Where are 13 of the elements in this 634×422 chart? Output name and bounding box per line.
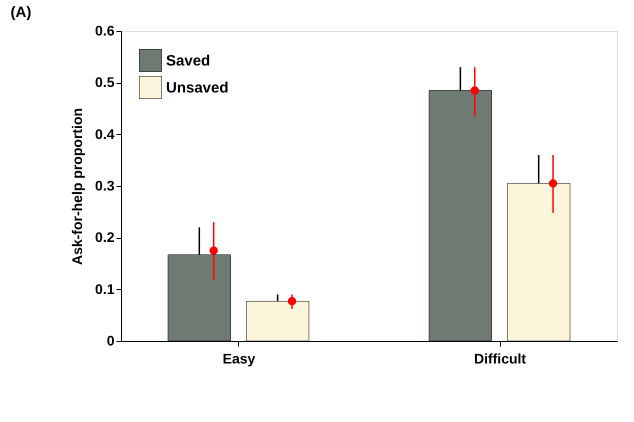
legend-label: Unsaved — [166, 80, 229, 96]
y-tick-label: 0.4 — [95, 126, 115, 142]
chart-title: (A) — [10, 4, 32, 21]
y-axis-title: Ask-for-help proportion — [69, 108, 86, 266]
y-tick-label: 0.1 — [95, 280, 115, 297]
y-tick-label: 0.5 — [95, 74, 115, 90]
legend-label: Saved — [166, 52, 210, 70]
y-tick-label: 0.2 — [95, 229, 115, 246]
x-tick-label: Difficult — [474, 350, 526, 366]
x-tick-label: Easy — [222, 350, 256, 366]
y-tick-label: 0.6 — [95, 22, 115, 38]
y-tick-label: 0.3 — [95, 178, 115, 194]
y-tick-label: 0 — [106, 332, 115, 348]
